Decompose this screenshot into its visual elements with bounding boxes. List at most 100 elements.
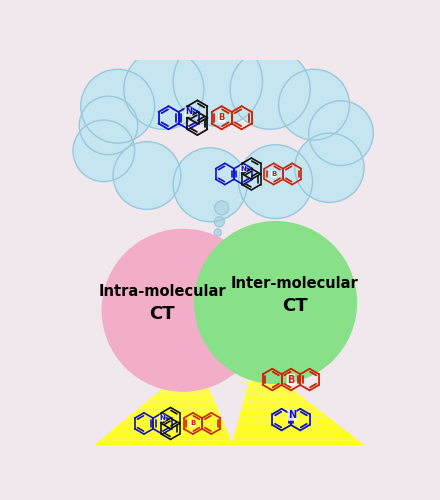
Circle shape — [309, 101, 374, 166]
Polygon shape — [142, 404, 216, 406]
Polygon shape — [146, 401, 215, 402]
Polygon shape — [119, 423, 224, 424]
Circle shape — [103, 230, 264, 391]
Polygon shape — [108, 432, 228, 434]
Text: N: N — [185, 108, 192, 116]
Polygon shape — [248, 384, 287, 385]
Polygon shape — [244, 396, 304, 398]
Polygon shape — [96, 442, 232, 444]
Text: B: B — [190, 420, 195, 426]
Polygon shape — [232, 442, 362, 444]
Circle shape — [73, 120, 135, 182]
Text: B: B — [219, 114, 225, 122]
Polygon shape — [165, 385, 208, 386]
Polygon shape — [243, 399, 308, 401]
Polygon shape — [243, 401, 309, 402]
Circle shape — [214, 216, 224, 226]
Polygon shape — [125, 418, 223, 420]
Polygon shape — [143, 402, 216, 404]
Polygon shape — [247, 386, 291, 388]
Text: N: N — [288, 410, 296, 420]
Text: B: B — [287, 374, 295, 384]
Polygon shape — [127, 416, 222, 418]
Circle shape — [113, 142, 181, 210]
Circle shape — [173, 148, 247, 222]
Polygon shape — [235, 429, 346, 431]
Polygon shape — [134, 410, 219, 412]
Polygon shape — [233, 438, 358, 440]
Polygon shape — [246, 388, 293, 390]
Polygon shape — [106, 434, 229, 436]
Polygon shape — [243, 402, 312, 404]
Circle shape — [215, 201, 229, 215]
Polygon shape — [130, 414, 220, 415]
Polygon shape — [239, 416, 330, 418]
Circle shape — [214, 229, 221, 236]
Polygon shape — [245, 394, 301, 396]
Text: CT: CT — [282, 298, 308, 316]
Text: N: N — [240, 166, 246, 172]
Polygon shape — [104, 436, 230, 437]
Polygon shape — [112, 429, 227, 431]
Polygon shape — [149, 398, 214, 399]
Polygon shape — [248, 382, 285, 384]
Polygon shape — [244, 398, 305, 399]
Polygon shape — [168, 382, 207, 384]
Polygon shape — [110, 431, 228, 432]
Polygon shape — [232, 444, 364, 445]
Polygon shape — [238, 418, 332, 420]
Circle shape — [230, 49, 310, 130]
Circle shape — [124, 49, 204, 130]
Polygon shape — [123, 420, 223, 422]
Circle shape — [295, 133, 364, 202]
Polygon shape — [117, 424, 225, 426]
Polygon shape — [238, 422, 336, 423]
Polygon shape — [241, 408, 319, 410]
Polygon shape — [155, 393, 212, 394]
Polygon shape — [240, 414, 326, 415]
Polygon shape — [95, 444, 233, 445]
Polygon shape — [153, 394, 213, 396]
Polygon shape — [121, 422, 224, 423]
Polygon shape — [237, 424, 340, 426]
Polygon shape — [247, 385, 290, 386]
Polygon shape — [151, 396, 213, 398]
Polygon shape — [162, 386, 209, 388]
Polygon shape — [237, 423, 338, 424]
Text: N: N — [159, 415, 165, 421]
Polygon shape — [246, 390, 295, 392]
Polygon shape — [138, 407, 218, 408]
Polygon shape — [246, 392, 297, 393]
Polygon shape — [161, 388, 209, 390]
Polygon shape — [115, 426, 226, 428]
Text: CT: CT — [150, 305, 175, 323]
Polygon shape — [114, 428, 227, 429]
Polygon shape — [234, 436, 354, 437]
Polygon shape — [242, 407, 318, 408]
Polygon shape — [235, 432, 350, 434]
Polygon shape — [147, 399, 214, 401]
Polygon shape — [240, 412, 324, 414]
Polygon shape — [99, 440, 232, 442]
Circle shape — [238, 144, 312, 218]
Circle shape — [79, 96, 138, 154]
Text: Inter-molecular: Inter-molecular — [231, 276, 359, 291]
Polygon shape — [239, 415, 328, 416]
Polygon shape — [140, 406, 217, 407]
Circle shape — [81, 69, 155, 143]
Polygon shape — [102, 437, 231, 438]
Polygon shape — [238, 420, 334, 422]
Circle shape — [194, 222, 356, 384]
Polygon shape — [241, 410, 322, 412]
Polygon shape — [234, 434, 352, 436]
Polygon shape — [236, 426, 342, 428]
Polygon shape — [132, 412, 220, 414]
Text: B: B — [271, 171, 276, 177]
Polygon shape — [235, 431, 348, 432]
Polygon shape — [166, 384, 208, 385]
Polygon shape — [232, 440, 360, 442]
Polygon shape — [245, 393, 299, 394]
Text: Intra-molecular: Intra-molecular — [99, 284, 226, 298]
Polygon shape — [157, 392, 211, 393]
Polygon shape — [242, 404, 314, 406]
